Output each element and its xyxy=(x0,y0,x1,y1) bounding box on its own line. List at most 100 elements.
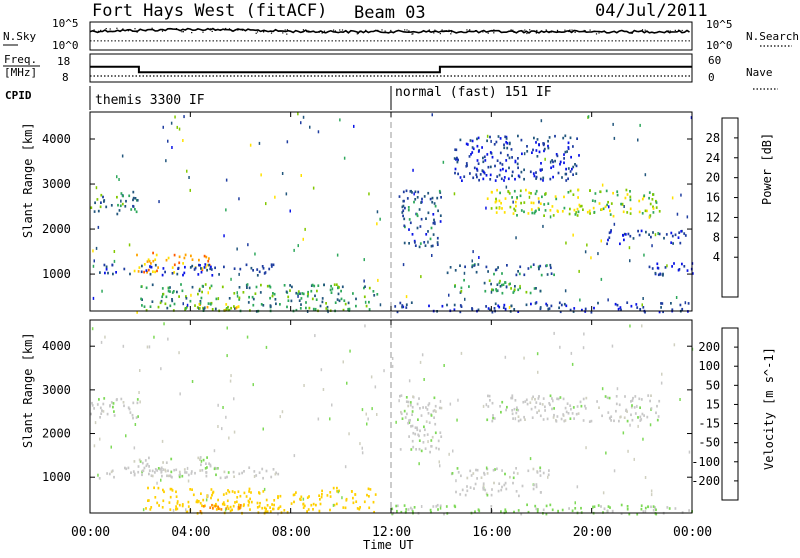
velocity-cell xyxy=(460,474,462,478)
velocity-cell xyxy=(477,508,480,511)
velocity-cell xyxy=(556,415,559,418)
velocity-cell xyxy=(610,415,613,418)
velocity-cell xyxy=(154,471,156,474)
velocity-cell xyxy=(329,417,331,421)
power-cell xyxy=(470,153,472,156)
power-cell xyxy=(548,307,551,310)
power-cell xyxy=(548,136,551,139)
power-cell xyxy=(496,188,498,192)
power-cell xyxy=(527,267,530,270)
power-cell xyxy=(302,115,305,119)
velocity-cell xyxy=(273,499,276,502)
power-cell xyxy=(554,195,557,198)
velocity-cell xyxy=(640,507,643,511)
velocity-cell xyxy=(418,462,420,466)
velocity-cell xyxy=(181,503,184,506)
nsky-dot xyxy=(119,30,121,32)
power-cell xyxy=(224,309,227,312)
velocity-cell xyxy=(559,396,562,399)
velocity-cell xyxy=(483,473,486,476)
power-cell xyxy=(476,137,478,141)
velocity-cell xyxy=(170,470,173,474)
velocity-cell xyxy=(233,397,235,401)
velocity-cell xyxy=(483,471,485,475)
velocity-cell xyxy=(549,403,551,407)
power-cell xyxy=(610,229,612,232)
x-tick-label: 12:00 xyxy=(372,525,411,540)
velocity-cell xyxy=(226,499,229,503)
power-cell xyxy=(533,136,535,140)
velocity-cell xyxy=(258,505,261,508)
velocity-cell xyxy=(132,470,135,473)
power-cell xyxy=(129,272,131,276)
power-cell xyxy=(420,275,422,279)
power-cell xyxy=(600,277,603,281)
nave-label: Nave xyxy=(746,66,773,79)
power-cell xyxy=(616,190,619,193)
velocity-cell xyxy=(409,403,412,407)
power-cell xyxy=(483,281,486,285)
power-cell xyxy=(406,197,409,200)
velocity-cell xyxy=(688,450,691,454)
power-cell xyxy=(340,297,343,301)
power-cell xyxy=(549,266,552,270)
velocity-cell xyxy=(579,400,582,404)
velocity-cell xyxy=(552,416,555,419)
power-cell xyxy=(496,289,499,292)
velocity-cell xyxy=(505,510,507,514)
velocity-cell xyxy=(374,493,377,496)
nsky-dot xyxy=(356,33,358,35)
velocity-cell xyxy=(527,510,530,514)
velocity-cell xyxy=(383,369,385,373)
velocity-cell xyxy=(537,397,540,400)
velocity-cell xyxy=(443,364,445,367)
power-cell xyxy=(563,157,565,160)
power-cell xyxy=(134,208,136,211)
power-cell xyxy=(576,214,579,217)
power-cell xyxy=(499,161,502,165)
velocity-cell xyxy=(649,399,651,403)
power-cell xyxy=(607,298,609,302)
velocity-cell xyxy=(536,509,539,513)
velocity-cell xyxy=(624,395,626,398)
velocity-cell xyxy=(640,398,643,401)
velocity-cell xyxy=(501,469,503,472)
power-cell xyxy=(677,268,680,272)
power-cell xyxy=(471,265,474,269)
power-cell xyxy=(416,212,418,216)
velocity-cell xyxy=(484,488,487,492)
power-cell xyxy=(453,192,456,196)
power-cell xyxy=(594,199,597,203)
power-cell xyxy=(204,283,207,286)
velocity-cell xyxy=(400,410,402,414)
power-cell xyxy=(620,202,622,206)
power-cell xyxy=(135,210,138,214)
velocity-cell xyxy=(620,503,623,507)
velocity-cell xyxy=(516,406,518,409)
velocity-cell xyxy=(626,410,628,413)
velocity-cell xyxy=(197,456,200,460)
velocity-cell xyxy=(274,472,277,476)
velocity-cell xyxy=(153,335,155,339)
nsky-dot xyxy=(545,29,547,31)
power-cell xyxy=(132,190,135,194)
power-cell xyxy=(523,168,525,172)
power-cell xyxy=(465,162,468,165)
power-cell xyxy=(456,160,459,164)
power-cell xyxy=(680,230,683,233)
power-cell xyxy=(657,232,659,235)
velocity-cell xyxy=(520,512,523,516)
velocity-cell xyxy=(611,344,614,348)
velocity-cell xyxy=(172,508,175,512)
velocity-cell xyxy=(532,395,534,399)
power-cell xyxy=(660,302,662,305)
velocity-cell xyxy=(504,472,506,476)
velocity-cell xyxy=(199,501,202,505)
power-cell xyxy=(540,273,543,277)
velocity-cell xyxy=(436,503,439,507)
velocity-cell xyxy=(503,483,506,487)
power-cell xyxy=(246,283,249,286)
nsky-dot xyxy=(433,32,435,34)
power-cell xyxy=(536,138,539,141)
